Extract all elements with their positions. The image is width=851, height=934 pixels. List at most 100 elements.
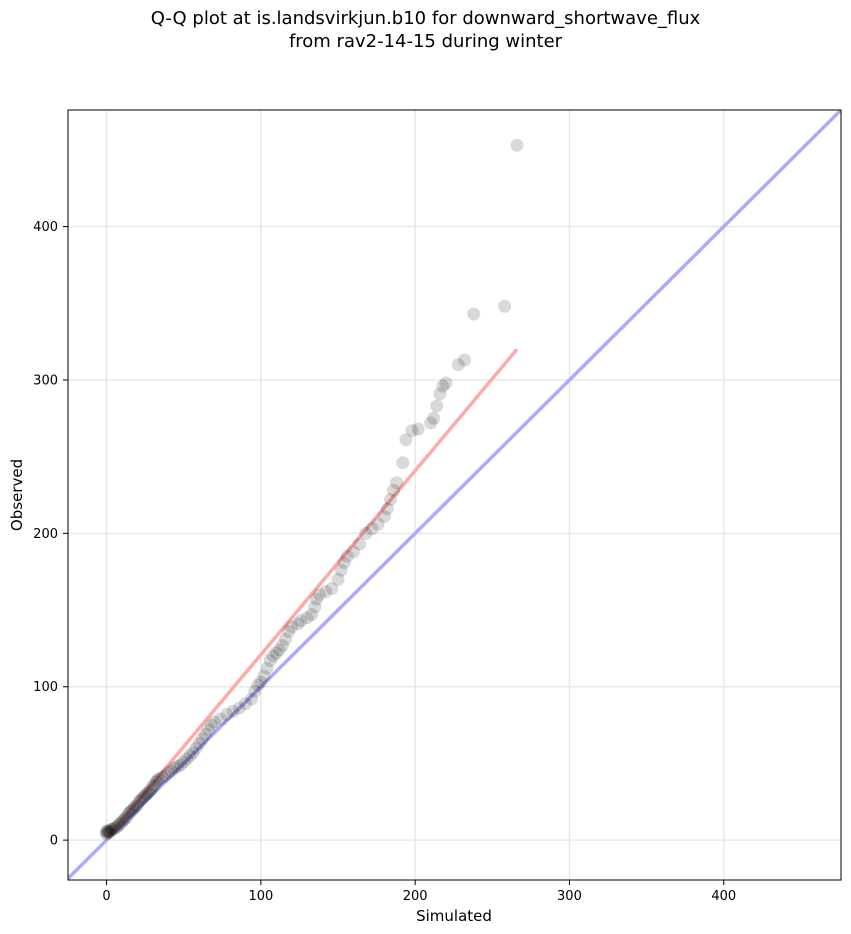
data-point [195, 732, 209, 746]
data-point [158, 769, 172, 783]
data-point [334, 563, 348, 577]
data-point [458, 353, 472, 367]
data-point [135, 792, 149, 806]
data-point [257, 669, 271, 683]
data-point [171, 759, 185, 773]
data-point [291, 617, 305, 631]
data-point [140, 787, 154, 801]
data-point [467, 307, 481, 321]
data-point [198, 727, 212, 741]
data-point [189, 741, 203, 755]
y-tick-label: 200 [33, 527, 58, 542]
data-point [144, 783, 158, 797]
data-point [101, 824, 115, 838]
data-point [433, 387, 447, 401]
data-point [143, 784, 157, 798]
data-point [147, 778, 161, 792]
data-point [269, 646, 283, 660]
fit-line [105, 348, 519, 840]
data-point [117, 813, 131, 827]
y-tick-label: 300 [33, 373, 58, 388]
data-point [146, 779, 160, 793]
data-point [130, 798, 144, 812]
data-point [138, 789, 152, 803]
data-point [436, 379, 450, 393]
x-tick-label: 300 [557, 889, 582, 904]
data-point [104, 822, 118, 836]
data-point [285, 620, 299, 634]
data-point [430, 399, 444, 413]
x-tick-label: 400 [711, 889, 736, 904]
chart-title-line-2: from rav2-14-15 during winter [288, 31, 563, 52]
data-point [132, 795, 146, 809]
data-point [387, 483, 401, 497]
data-point [266, 649, 280, 663]
x-tick-label: 100 [248, 889, 273, 904]
grid-lines [68, 110, 841, 880]
data-point [232, 701, 246, 715]
data-point [214, 712, 228, 726]
data-point [245, 692, 259, 706]
data-point [226, 704, 240, 718]
data-point [439, 376, 453, 390]
data-point [106, 822, 120, 836]
data-point [129, 799, 143, 813]
data-point [377, 509, 391, 523]
data-point [180, 752, 194, 766]
data-point [427, 411, 441, 425]
data-point [100, 824, 114, 838]
y-tick-label: 0 [50, 834, 58, 849]
identity-line [68, 110, 841, 880]
data-point [331, 572, 345, 586]
data-point [149, 775, 163, 789]
data-point [272, 643, 286, 657]
data-point [451, 358, 465, 372]
data-point [260, 661, 274, 675]
data-point [411, 422, 425, 436]
data-point [164, 764, 178, 778]
x-axis-ticks: 0 100 200 300 400 [102, 880, 736, 904]
data-point [177, 755, 191, 769]
data-point [113, 816, 127, 830]
data-point [359, 526, 373, 540]
plot-frame [67, 109, 842, 881]
data-point [183, 749, 197, 763]
data-point [238, 697, 252, 711]
data-point [498, 299, 512, 313]
data-point [186, 746, 200, 760]
data-point [275, 638, 289, 652]
data-point [353, 537, 367, 551]
data-point [248, 684, 262, 698]
data-point [137, 790, 151, 804]
data-point [220, 707, 234, 721]
reference-lines [68, 110, 841, 880]
data-point [282, 625, 296, 639]
data-point [120, 810, 134, 824]
x-axis-label: Simulated [416, 907, 492, 925]
x-tick-label: 200 [403, 889, 428, 904]
data-point [150, 773, 164, 787]
data-point [118, 812, 132, 826]
data-point [107, 821, 121, 835]
data-point [103, 824, 117, 838]
data-point [167, 761, 181, 775]
data-point [110, 819, 124, 833]
data-point [405, 424, 419, 438]
data-point [319, 585, 333, 599]
data-point [325, 582, 339, 596]
data-point [100, 825, 114, 839]
data-point [141, 786, 155, 800]
data-point [380, 502, 394, 516]
data-point [424, 416, 438, 430]
data-point [109, 821, 123, 835]
data-point [396, 456, 410, 470]
data-point [121, 807, 135, 821]
data-point [263, 654, 277, 668]
data-point [201, 723, 215, 737]
data-point [365, 522, 379, 536]
data-point [510, 138, 524, 152]
data-point [254, 675, 268, 689]
data-point [251, 678, 265, 692]
y-axis-label: Observed [8, 459, 26, 531]
